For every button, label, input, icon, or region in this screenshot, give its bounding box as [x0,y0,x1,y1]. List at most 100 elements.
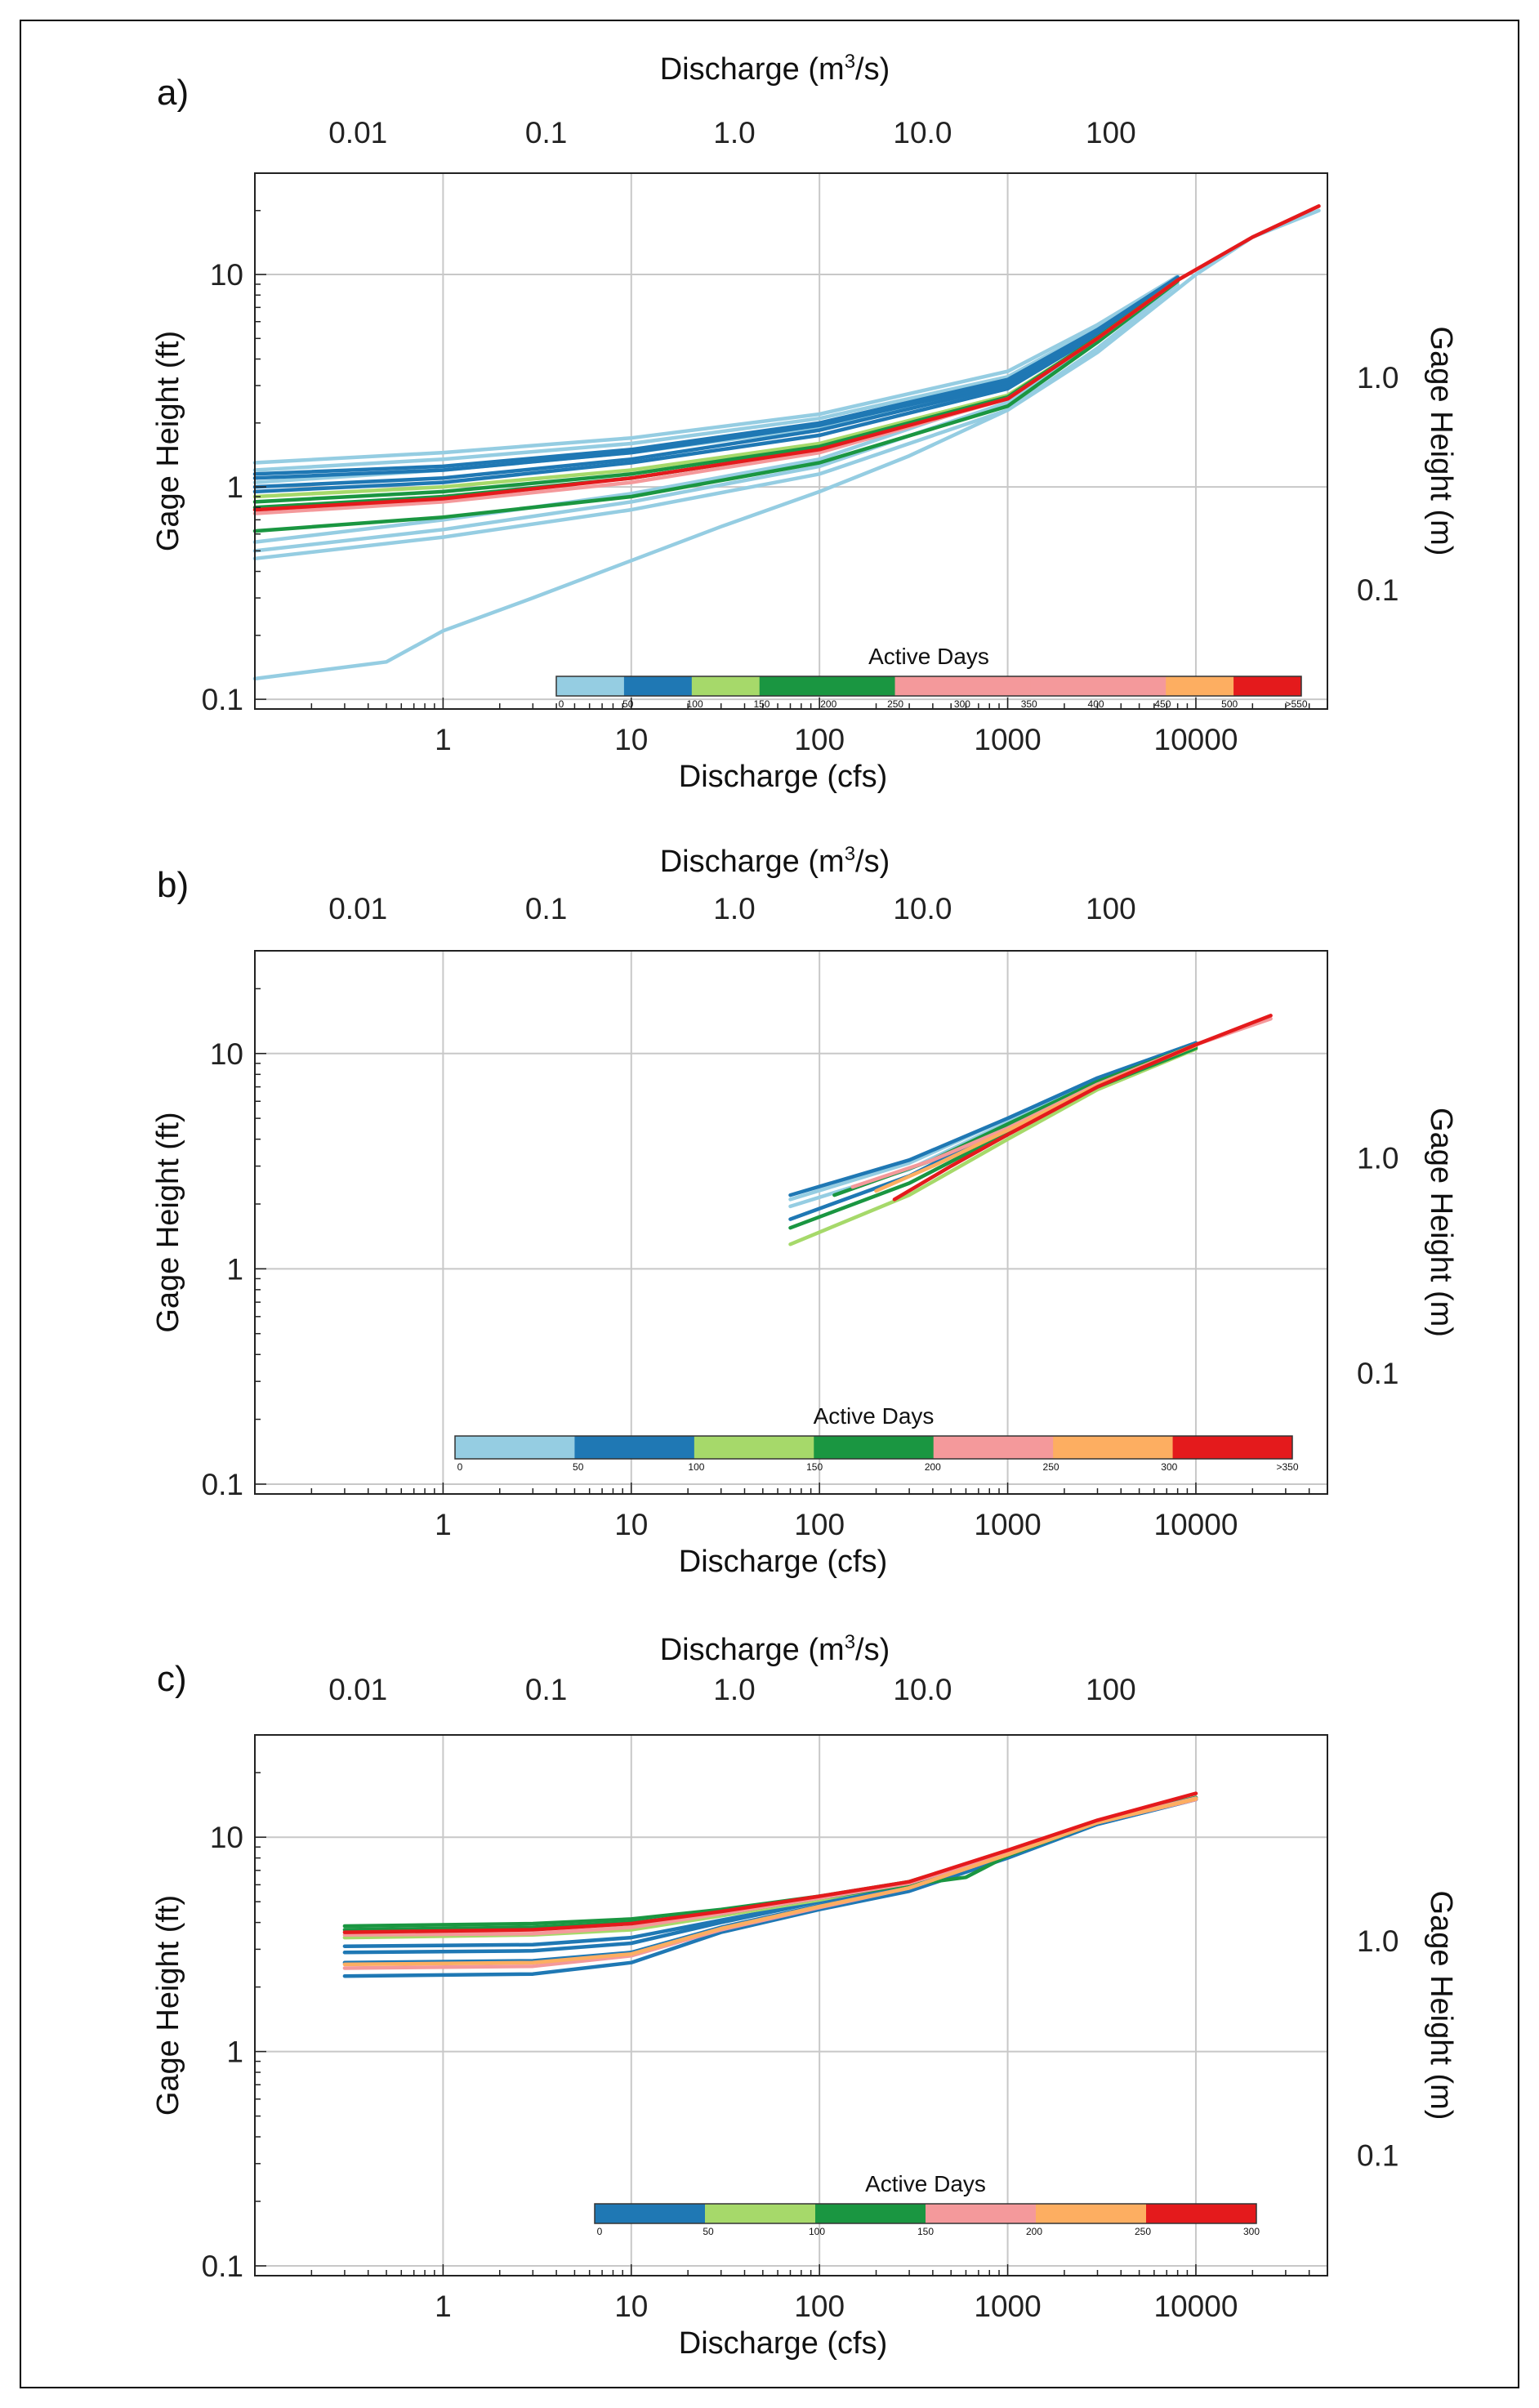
series-group [252,204,1321,681]
top-axis-title-sup: 3 [845,51,855,73]
top-axis-title-sup: 3 [845,843,855,865]
colorbar: Active Days 0 50 100 150 200 250 300 350 400 450 50… [555,644,1308,710]
series-line [342,1796,1198,1938]
colorbar-tick-label: 100 [687,698,703,710]
top-axis-title: Discharge (m3/s) [660,51,890,87]
colorbar-segment [759,676,896,696]
series-line [342,1791,1198,1934]
right-axis-title: Gage Height (m) [1424,327,1458,556]
colorbar-title: Active Days [868,644,989,669]
x-tick-label: 100 [794,1508,845,1541]
x-tick-label: 10 [614,1508,648,1541]
right-tick-label: 1.0 [1357,361,1398,395]
figure-frame [20,20,1519,2388]
colorbar-tick-label: >550 [1285,698,1307,710]
right-tick-label: 1.0 [1357,1141,1398,1175]
y-tick-label: 0.1 [202,2250,243,2283]
colorbar-segment [894,676,1031,696]
top-tick-label: 100 [1086,1673,1136,1706]
colorbar-tick-label: 100 [809,2226,825,2237]
x-axis-title: Discharge (cfs) [679,760,888,794]
right-tick-label: 1.0 [1357,1924,1398,1958]
y-tick-label: 10 [210,1821,243,1854]
colorbar-tick-label: 350 [1021,698,1037,710]
panel-label: a) [157,73,189,113]
colorbar-tick-label: 0 [457,1461,463,1473]
top-tick-label: 1.0 [713,892,755,925]
series-line [252,279,1180,533]
y-tick-label: 10 [210,258,243,292]
colorbar-tick-label: 300 [954,698,970,710]
x-tick-label: 10 [614,2290,648,2323]
x-tick-label: 10000 [1154,723,1238,756]
colorbar-tick-label: 250 [1043,1461,1059,1473]
colorbar-segment [694,1436,814,1459]
colorbar-segment [623,676,693,696]
colorbar-tick-label: 450 [1154,698,1171,710]
top-axis-title-tail: /s) [855,845,890,879]
top-tick-label: 0.01 [328,1673,387,1706]
top-tick-label: 0.01 [328,892,387,925]
top-axis-title: Discharge (m3/s) [660,1631,890,1667]
colorbar-segment [1172,1436,1293,1459]
colorbar-tick-label: 400 [1088,698,1104,710]
x-tick-label: 100 [794,2290,845,2323]
colorbar-segment [1036,2204,1147,2223]
colorbar-tick-label: 50 [703,2226,714,2237]
x-tick-label: 1 [435,1508,452,1541]
colorbar-tick-label: 300 [1161,1461,1177,1473]
series-line [252,274,1180,465]
top-tick-label: 100 [1086,892,1136,925]
colorbar-tick-label: 200 [925,1461,941,1473]
colorbar-tick-label: 250 [1135,2226,1151,2237]
top-tick-label: 1.0 [713,116,755,149]
x-tick-label: 10000 [1154,1508,1238,1541]
colorbar-segment [1053,1436,1174,1459]
colorbar-segment [556,676,625,696]
x-axis-title: Discharge (cfs) [679,2326,888,2361]
plot-area-border [254,1734,1328,2276]
x-axis-title: Discharge (cfs) [679,1545,888,1579]
series-line [788,1041,1198,1197]
top-axis-title: Discharge (m3/s) [660,843,890,879]
colorbar-tick-label: 200 [820,698,836,710]
right-axis-title: Gage Height (m) [1424,1108,1458,1337]
y-tick-label: 1 [226,1252,243,1286]
colorbar-tick-label: 200 [1026,2226,1042,2237]
colorbar-segment [933,1436,1054,1459]
y-tick-label: 0.1 [202,683,243,716]
colorbar-segment [705,2204,816,2223]
top-tick-label: 0.1 [525,1673,567,1706]
top-tick-label: 100 [1086,116,1136,149]
series-line [252,204,1321,512]
panel-label: b) [157,865,189,905]
colorbar-border [555,676,1302,697]
top-axis-title-tail: /s) [855,1633,890,1667]
colorbar-tick-label: 300 [1243,2226,1260,2237]
colorbar-tick-label: 150 [806,1461,823,1473]
colorbar-segment [815,2204,926,2223]
right-tick-label: 0.1 [1357,2139,1398,2173]
colorbar-border [594,2203,1257,2224]
colorbar-tick-label: 150 [753,698,770,710]
series-line [788,1046,1198,1246]
colorbar-border [454,1435,1293,1460]
right-axis-title: Gage Height (m) [1424,1891,1458,2120]
plot-area-border [254,172,1328,710]
top-axis-title-main: Discharge (m [660,845,845,879]
series-line [342,1796,1198,1967]
x-tick-label: 100 [794,723,845,756]
top-axis-title-main: Discharge (m [660,1633,845,1667]
x-tick-label: 10 [614,723,648,756]
colorbar-segment [574,1436,695,1459]
series-line [252,208,1321,681]
x-tick-label: 1000 [974,723,1041,756]
colorbar-tick-label: 50 [573,1461,584,1473]
top-tick-label: 10.0 [893,116,952,149]
top-tick-label: 10.0 [893,1673,952,1706]
colorbar-title: Active Days [814,1403,935,1429]
